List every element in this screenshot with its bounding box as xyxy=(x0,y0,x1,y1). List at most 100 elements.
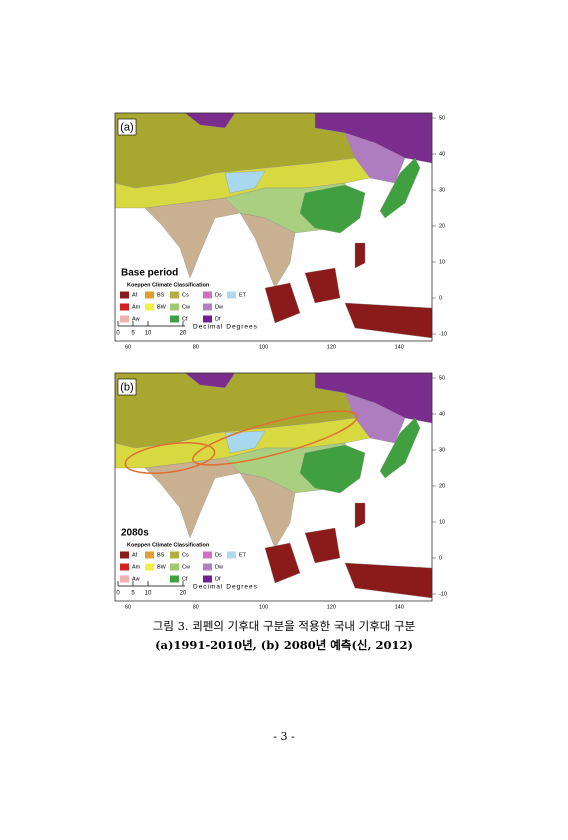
legend-swatch xyxy=(145,563,154,571)
caption-line: (a)1991-2010년, (b) 2080년 예측(신, 2012) xyxy=(155,638,413,652)
legend-label: ET xyxy=(239,552,247,558)
lat-label: 40 xyxy=(439,151,445,157)
scale-label: 10 xyxy=(145,591,152,597)
scale-label: 10 xyxy=(145,331,152,337)
lon-label: 80 xyxy=(193,604,199,610)
legend-swatch xyxy=(170,315,179,323)
legend-title: Koeppen Climate Classification xyxy=(127,282,210,288)
legend-swatch xyxy=(227,551,236,559)
legend-label: Am xyxy=(132,564,141,570)
map-figure: (b) 2080s Koeppen Climate Classification Af… xyxy=(114,372,447,610)
lon-label: 80 xyxy=(193,344,199,350)
map-region xyxy=(264,282,301,324)
lat-label: -10 xyxy=(439,331,447,337)
lat-label: 10 xyxy=(439,259,445,265)
legend-label: Ds xyxy=(215,292,222,298)
panel-label: (b) xyxy=(120,381,133,393)
map-region xyxy=(224,170,266,194)
legend-swatch xyxy=(145,551,154,559)
legend-swatch xyxy=(203,575,212,583)
map-region xyxy=(304,527,341,564)
lat-label: 20 xyxy=(439,483,445,489)
legend-swatch xyxy=(120,575,129,583)
lat-label: 0 xyxy=(439,555,442,561)
map-region xyxy=(354,242,366,269)
map-frame xyxy=(114,372,433,602)
legend-swatch xyxy=(203,563,212,571)
legend-label: Aw xyxy=(132,316,140,322)
legend-label: BW xyxy=(157,564,167,570)
legend-swatch xyxy=(120,315,129,323)
lat-label: 40 xyxy=(439,411,445,417)
legend-swatch xyxy=(203,291,212,299)
lon-label: 140 xyxy=(395,344,404,350)
map-region xyxy=(379,417,421,479)
scale-label: 20 xyxy=(180,331,187,337)
panel-label-box xyxy=(117,118,137,136)
legend-label: Dw xyxy=(215,564,223,570)
legend-swatch xyxy=(170,563,179,571)
legend-label: ET xyxy=(239,292,247,298)
scale-unit: Decimal Degrees xyxy=(193,584,258,591)
legend-title: Koeppen Climate Classification xyxy=(127,542,210,548)
scale-label: 20 xyxy=(180,591,187,597)
lon-label: 120 xyxy=(327,344,336,350)
lat-label: 30 xyxy=(439,187,445,193)
map-region xyxy=(354,502,366,529)
legend-swatch xyxy=(145,303,154,311)
lat-label: 30 xyxy=(439,447,445,453)
scale-unit: Decimal Degrees xyxy=(193,324,258,331)
lon-label: 100 xyxy=(259,344,268,350)
legend-label: Df xyxy=(215,316,221,322)
legend-label: Cs xyxy=(182,292,189,298)
legend-label: Dw xyxy=(215,304,223,310)
scale-label: 0 xyxy=(116,591,120,597)
map-region xyxy=(379,157,421,219)
legend-swatch xyxy=(170,575,179,583)
lat-label: 10 xyxy=(439,519,445,525)
scale-label: 0 xyxy=(116,331,120,337)
lon-label: 60 xyxy=(125,344,131,350)
legend-label: Af xyxy=(132,552,138,558)
highlight-ellipse xyxy=(192,410,358,466)
legend-label: BW xyxy=(157,304,167,310)
map-region xyxy=(239,212,296,289)
legend-swatch xyxy=(170,303,179,311)
caption-line: 그림 3. 쾨펜의 기후대 구분을 적용한 국내 기후대 구분 xyxy=(153,619,415,633)
lon-label: 140 xyxy=(395,604,404,610)
legend-swatch xyxy=(170,551,179,559)
highlight-ellipse xyxy=(124,442,216,474)
legend-swatch xyxy=(120,563,129,571)
legend-swatch xyxy=(170,291,179,299)
map-figure: (a) Base period Koeppen Climate Classifica… xyxy=(114,112,447,350)
legend-label: Df xyxy=(215,576,221,582)
legend-swatch xyxy=(120,291,129,299)
scale-label: 5 xyxy=(131,591,135,597)
legend-swatch xyxy=(203,315,212,323)
map-region xyxy=(239,472,296,549)
legend-swatch xyxy=(227,291,236,299)
legend-swatch xyxy=(145,291,154,299)
legend-swatch xyxy=(120,303,129,311)
panel-label-box xyxy=(117,378,137,396)
lat-label: 0 xyxy=(439,295,442,301)
map-region xyxy=(144,457,241,539)
map-region xyxy=(144,197,241,279)
legend-label: Cw xyxy=(182,304,190,310)
legend-label: Cf xyxy=(182,316,188,322)
page-number: - 3 - xyxy=(273,730,295,743)
lon-label: 120 xyxy=(327,604,336,610)
legend-label: Ds xyxy=(215,552,222,558)
legend-label: Cf xyxy=(182,576,188,582)
lat-label: 50 xyxy=(439,375,445,381)
legend-label: BS xyxy=(157,292,165,298)
lat-label: -10 xyxy=(439,591,447,597)
map-region xyxy=(304,267,341,304)
scale-label: 5 xyxy=(131,331,135,337)
lon-label: 60 xyxy=(125,604,131,610)
map-frame xyxy=(114,112,433,342)
period-label: 2080s xyxy=(121,528,149,539)
legend-label: Af xyxy=(132,292,138,298)
map-region xyxy=(224,430,266,454)
